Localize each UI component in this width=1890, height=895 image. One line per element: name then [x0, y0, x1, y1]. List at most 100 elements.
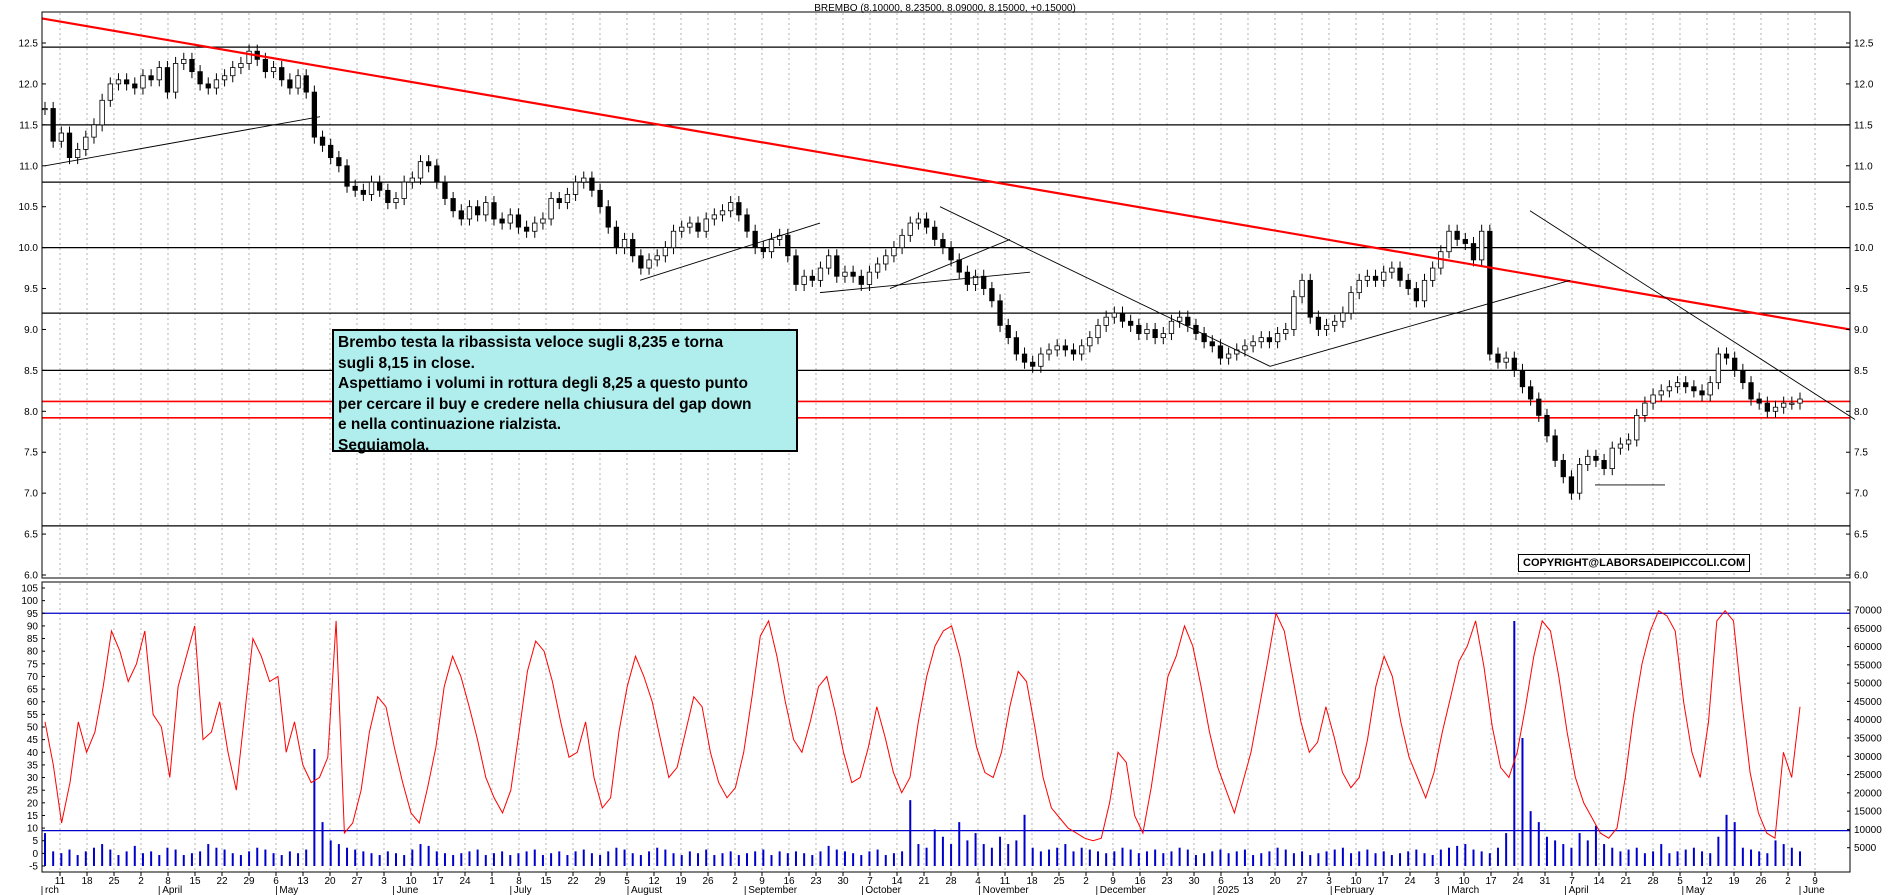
pattern-trendline	[1529, 210, 1856, 420]
candle-body	[458, 210, 464, 220]
candle-body	[540, 218, 546, 224]
candle-body	[132, 83, 138, 89]
volume-tick-label: 70000	[1854, 606, 1882, 617]
month-label: rch	[45, 885, 59, 895]
candle-body	[605, 206, 611, 228]
candle-body	[760, 247, 766, 253]
candle-body	[923, 218, 930, 228]
volume-tick-label: 10000	[1854, 825, 1882, 836]
candle-body	[564, 194, 571, 204]
oscillator-panel	[42, 609, 1850, 866]
candle-body	[1201, 333, 1207, 343]
candle-body	[654, 255, 660, 261]
oscillator-tick-label: 5	[32, 836, 38, 847]
x-tick-label: 24	[1512, 876, 1524, 887]
volume-tick-label: 5000	[1854, 843, 1877, 854]
candle-body	[58, 132, 64, 142]
candle-body	[230, 67, 236, 77]
x-tick-label: 14	[891, 876, 903, 887]
candle-body	[1674, 382, 1681, 388]
x-tick-label: 21	[918, 876, 930, 887]
candle-body	[589, 177, 595, 191]
x-tick-label: 2	[732, 876, 738, 887]
candle-body	[148, 75, 154, 81]
x-tick-label: 13	[297, 876, 309, 887]
candle-body	[1225, 353, 1232, 359]
candle-body	[303, 75, 309, 93]
x-tick-label: 17	[432, 876, 444, 887]
candle-body	[548, 198, 554, 220]
y-tick-label-right: 12.0	[1854, 79, 1874, 90]
x-tick-label: 24	[1404, 876, 1416, 887]
x-tick-label: 15	[540, 876, 552, 887]
candle-body	[1683, 382, 1689, 388]
candle-body	[474, 206, 481, 216]
candle-body	[1299, 279, 1305, 298]
candle-body	[1315, 316, 1322, 330]
candle-body	[1070, 349, 1077, 355]
candle-body	[1634, 414, 1640, 441]
x-tick-label: 17	[1485, 876, 1497, 887]
candle-body	[1732, 357, 1738, 371]
candle-body	[189, 58, 195, 73]
candle-body	[1479, 230, 1485, 261]
candle-body	[1609, 447, 1615, 469]
candle-body	[1503, 357, 1509, 363]
note-line: Aspettiamo i volumi in rottura degli 8,2…	[338, 375, 748, 392]
candle-body	[850, 271, 856, 277]
x-tick-label: 16	[783, 876, 795, 887]
copyright-label: COPYRIGHT@LABORSADEIPICCOLI.COM	[1518, 554, 1751, 572]
month-label: May	[279, 885, 298, 895]
x-tick-label: 10	[405, 876, 417, 887]
candle-body	[360, 189, 366, 195]
month-label: December	[1100, 885, 1147, 895]
month-label: 2025	[1217, 885, 1240, 895]
x-tick-label: 19	[675, 876, 687, 887]
oscillator-tick-label: 15	[27, 811, 39, 822]
x-tick-label: 12	[1701, 876, 1713, 887]
x-tick-label: 10	[1350, 876, 1362, 887]
candle-body	[1625, 439, 1632, 445]
x-tick-label: 22	[216, 876, 228, 887]
x-tick-label: 23	[810, 876, 822, 887]
candle-body	[1250, 341, 1256, 347]
candle-body	[670, 230, 677, 249]
candle-body	[1323, 324, 1330, 330]
candle-body	[1021, 353, 1028, 363]
candle-body	[899, 234, 905, 249]
candle-body	[1372, 275, 1379, 281]
x-tick-label: 23	[1161, 876, 1173, 887]
oscillator-tick-label: 90	[27, 621, 39, 632]
x-tick-label: 26	[1755, 876, 1767, 887]
x-tick-label: 22	[567, 876, 579, 887]
x-tick-label: 9	[1812, 876, 1818, 887]
candle-body	[646, 259, 652, 269]
oscillator-tick-label: 85	[27, 634, 39, 645]
candle-body	[1160, 333, 1166, 339]
candle-body	[1715, 353, 1722, 384]
candle-body	[1650, 394, 1656, 404]
candle-body	[793, 255, 799, 285]
x-tick-label: 21	[1620, 876, 1632, 887]
candle-body	[1585, 455, 1591, 465]
candle-body	[1454, 230, 1460, 240]
candle-body	[1046, 349, 1052, 355]
candle-body	[1593, 455, 1599, 461]
oscillator-tick-label: 65	[27, 685, 39, 696]
x-tick-label: 8	[165, 876, 171, 887]
volume-tick-label: 20000	[1854, 788, 1882, 799]
y-tick-label-right: 6.0	[1854, 571, 1868, 582]
candle-body	[238, 63, 244, 68]
candle-body	[491, 202, 497, 220]
candle-body	[1062, 345, 1068, 351]
candle-body	[1568, 476, 1575, 494]
candle-body	[1691, 386, 1697, 392]
candle-body	[1527, 386, 1534, 400]
x-tick-label: 3	[381, 876, 387, 887]
candle-body	[1136, 324, 1142, 334]
oscillator-tick-label: 50	[27, 723, 39, 734]
candle-body	[409, 177, 415, 183]
candle-body	[311, 91, 318, 138]
volume-tick-label: 65000	[1854, 624, 1882, 635]
candle-body	[450, 198, 456, 212]
